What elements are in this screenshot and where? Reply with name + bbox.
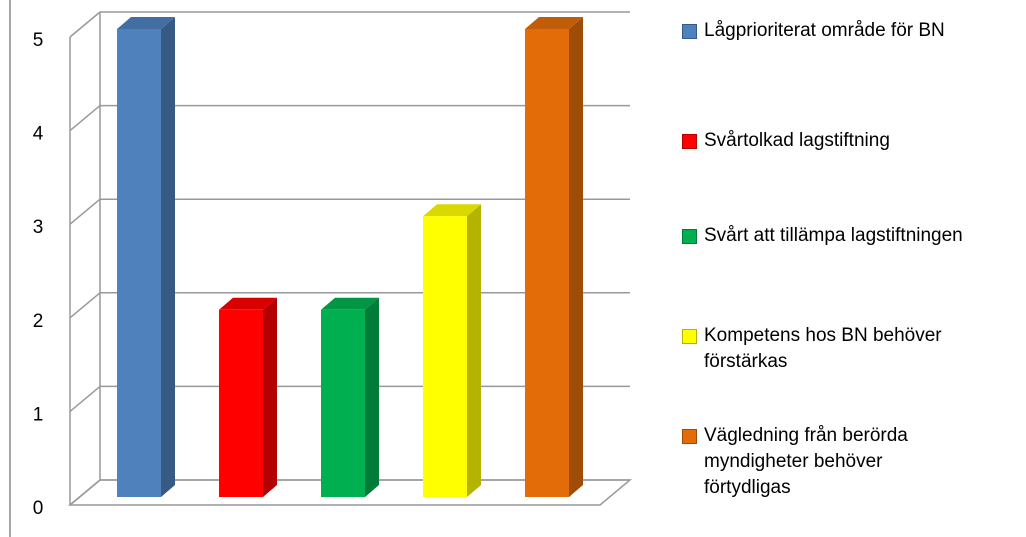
- y-tick-label: 5: [33, 30, 44, 51]
- bar-top: [117, 17, 175, 29]
- bar: [525, 29, 569, 497]
- legend-item: Svårt att tillämpa lagstiftningen: [680, 223, 1024, 249]
- bar-side: [263, 297, 277, 497]
- legend-item: Svårtolkad lagstiftning: [680, 128, 1024, 154]
- bar-side: [161, 17, 175, 497]
- grid-line-side: [69, 385, 101, 412]
- bar: [321, 309, 365, 497]
- grid-line-side: [69, 198, 101, 225]
- bar: [423, 216, 467, 497]
- legend-swatch: [682, 134, 697, 149]
- y-tick-label: 3: [33, 217, 44, 238]
- bar-side: [467, 204, 481, 497]
- legend-item: Vägledning från berörda myndigheter behö…: [680, 423, 934, 501]
- grid-line-side: [69, 105, 101, 132]
- y-tick-label: 0: [33, 498, 44, 519]
- bar-side: [365, 297, 379, 497]
- legend-label: Lågprioriterat område för BN: [704, 20, 945, 41]
- bar-top: [321, 297, 379, 310]
- legend-item: Lågprioriterat område för BN: [680, 18, 1024, 44]
- legend-swatch: [682, 329, 697, 344]
- legend-label: Svårt att tillämpa lagstiftningen: [704, 225, 963, 246]
- bar-side: [569, 17, 583, 497]
- y-tick-label: 2: [33, 311, 44, 332]
- bar-top: [525, 17, 583, 29]
- legend-label: Kompetens hos BN behöver förstärkas: [704, 325, 942, 372]
- y-tick-label: 4: [33, 124, 44, 145]
- legend-item: Kompetens hos BN behöver förstärkas: [680, 323, 1024, 375]
- legend-swatch: [682, 229, 697, 244]
- bar-top: [423, 204, 481, 217]
- y-tick-label: 1: [33, 404, 44, 425]
- legend-label: Vägledning från berörda myndigheter behö…: [704, 425, 908, 498]
- grid-line-side: [69, 292, 101, 319]
- legend-swatch: [682, 429, 697, 444]
- bar: [117, 29, 161, 497]
- grid-line-side: [69, 11, 101, 38]
- bar: [219, 309, 263, 497]
- legend-label: Svårtolkad lagstiftning: [704, 130, 890, 151]
- legend-swatch: [682, 24, 697, 39]
- grid-line-side: [69, 479, 101, 506]
- bar-top: [219, 297, 277, 310]
